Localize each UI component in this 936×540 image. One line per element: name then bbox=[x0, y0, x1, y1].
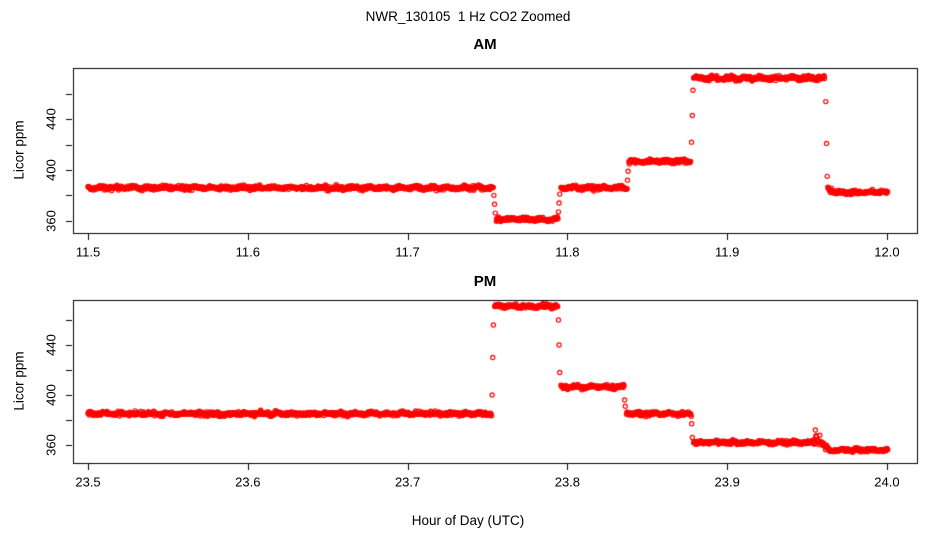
y-tick-label: 440 bbox=[43, 108, 59, 131]
x-tick-label: 23.6 bbox=[235, 474, 261, 490]
panel-title-am: AM bbox=[473, 36, 497, 53]
x-tick-label: 11.6 bbox=[235, 244, 260, 260]
x-tick-label: 23.8 bbox=[554, 474, 581, 490]
x-tick-label: 11.8 bbox=[555, 244, 580, 260]
x-tick-label: 24.0 bbox=[874, 474, 900, 490]
y-tick-label: 400 bbox=[43, 159, 59, 181]
x-tick-label: 11.7 bbox=[395, 244, 420, 260]
x-tick-label: 11.9 bbox=[715, 244, 740, 260]
y-tick-label: 360 bbox=[43, 209, 59, 232]
x-tick-label: 23.7 bbox=[394, 474, 421, 490]
y-axis-label-am: Licor ppm bbox=[11, 120, 27, 180]
y-tick-label: 360 bbox=[43, 434, 59, 456]
panel-title-pm: PM bbox=[473, 273, 497, 290]
x-tick-label: 23.9 bbox=[714, 474, 740, 490]
x-axis-label: Hour of Day (UTC) bbox=[411, 513, 525, 528]
y-tick-label: 400 bbox=[43, 384, 59, 406]
main-title: NWR_130105 1 Hz CO2 Zoomed bbox=[365, 9, 571, 24]
y-axis-label-pm: Licor ppm bbox=[11, 351, 27, 411]
x-tick-label: 12.0 bbox=[874, 244, 900, 260]
x-tick-label: 11.5 bbox=[75, 244, 101, 260]
y-tick-label: 440 bbox=[43, 334, 59, 356]
x-tick-label: 23.5 bbox=[75, 474, 101, 490]
